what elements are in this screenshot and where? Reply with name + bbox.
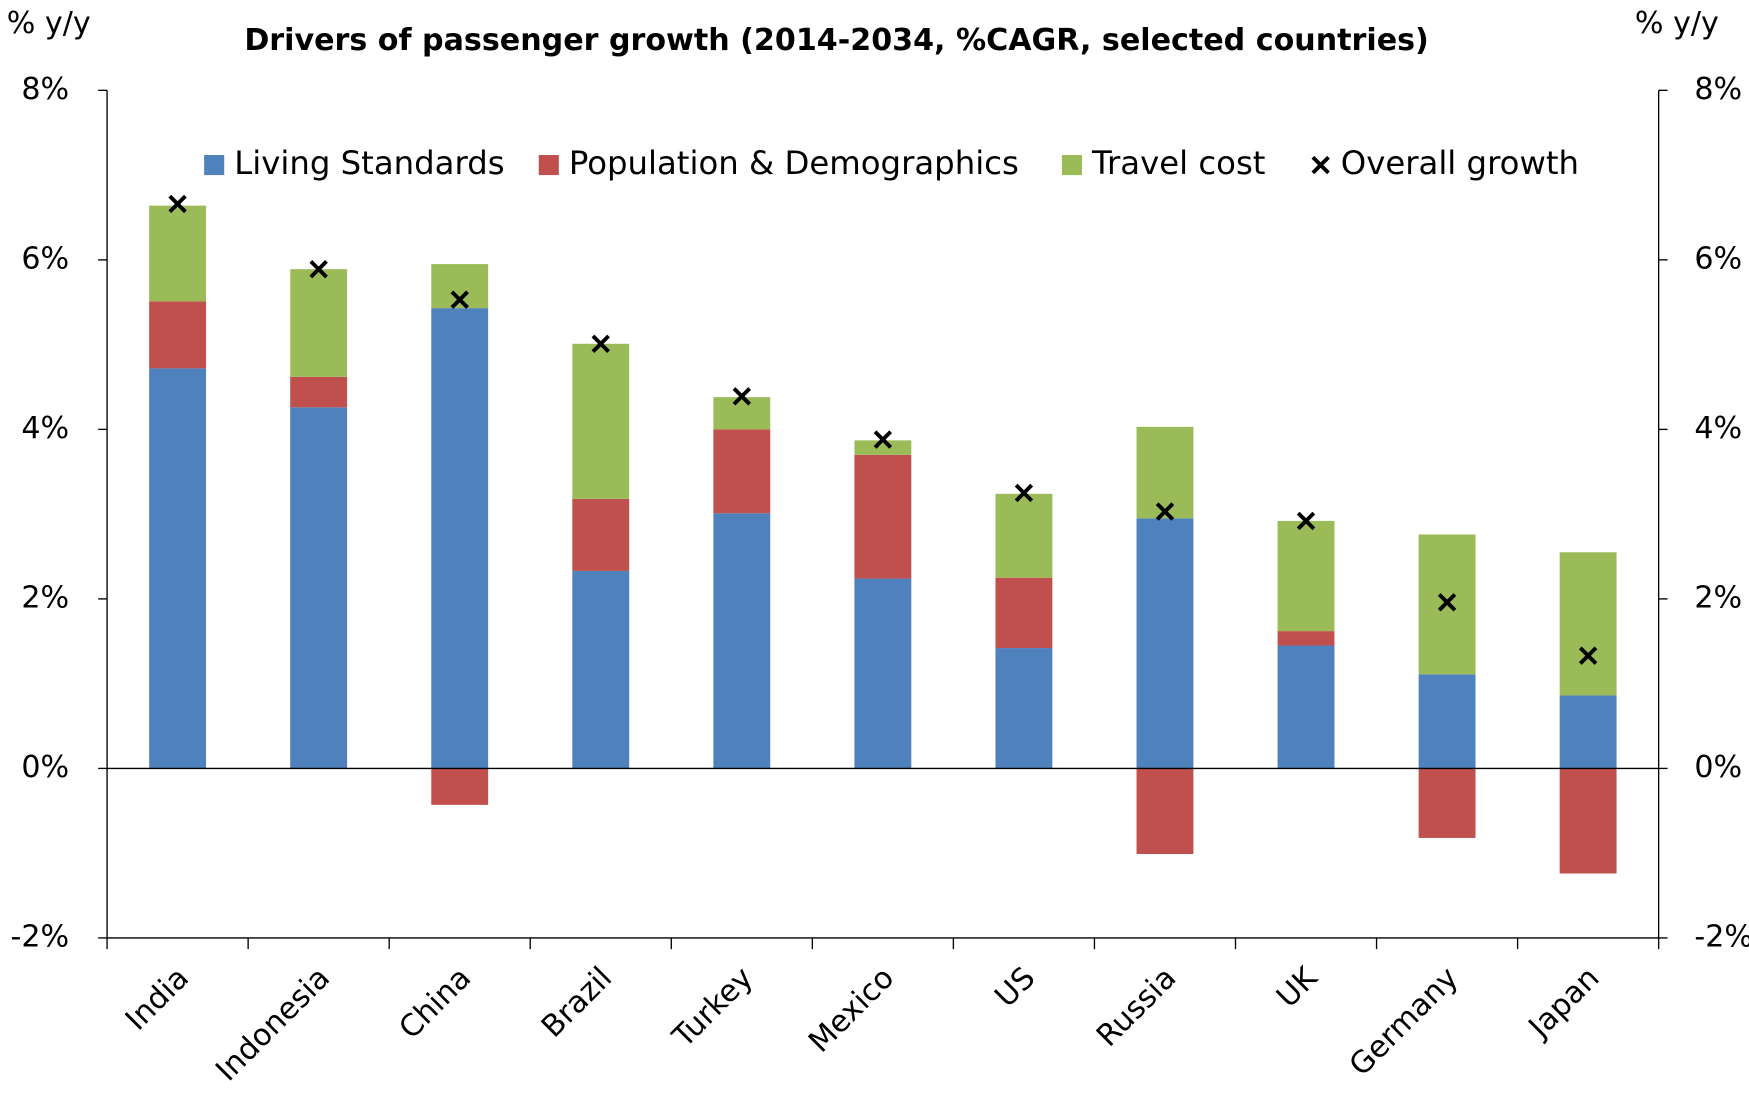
bar-segment [1136,768,1194,855]
bar-segment [1559,552,1617,696]
bar-segment [431,308,489,769]
overall-marker [1014,483,1034,503]
bar-segment [1277,645,1335,769]
y-tick-label: 8% [21,72,69,107]
x-tick-label: Japan [1521,961,1607,1047]
bar-segment [995,648,1053,769]
overall-marker [309,259,328,279]
x-tick-label: China [392,961,478,1047]
legend-label: Living Standards [234,144,504,182]
legend-label: Population & Demographics [569,144,1019,182]
bar-segment [572,343,630,499]
bar-segment [572,570,630,769]
y2-axis-title: % y/y [1635,6,1719,41]
y-axis-title: % y/y [7,6,91,41]
overall-marker [1437,593,1457,612]
y-tick-label: 6% [21,241,69,276]
bar-segment [713,429,771,514]
legend-swatch [204,155,225,176]
bar-segment [431,768,489,805]
y-tick-label: 4% [21,411,69,446]
x-tick-label: India [119,961,196,1038]
bar-segment [995,577,1053,649]
x-tick-label: Turkey [665,961,760,1056]
x-tick-label: US [988,961,1042,1015]
y2-tick-label: 8% [1694,72,1742,107]
bar-segment [854,454,912,579]
legend-swatch [1061,155,1082,176]
y2-tick-label: 6% [1694,241,1742,276]
legend-marker [1311,155,1330,175]
overall-marker [732,387,752,406]
bar-segment [995,493,1053,578]
x-tick-label: Germany [1343,961,1466,1084]
chart-title: Drivers of passenger growth (2014-2034, … [244,23,1428,58]
bar-segment [1418,674,1476,769]
bar-segment [854,440,912,455]
bar-segment [149,205,207,302]
bar-segment [1277,631,1335,646]
bar-segment [290,269,348,377]
bar-segment [149,368,207,769]
y-tick-label: -2% [11,919,70,954]
bar-segment [290,376,348,408]
bar-segment [290,407,348,769]
bar-segment [1136,426,1194,519]
overall-marker [168,194,187,214]
overall-marker [873,430,893,449]
bar-segment [1559,768,1617,874]
bar-segment [572,498,630,571]
legend-label: Travel cost [1091,144,1265,182]
y2-tick-label: 4% [1694,411,1742,446]
y2-tick-label: 0% [1694,750,1742,785]
x-tick-label: UK [1270,960,1325,1015]
y2-tick-label: 2% [1694,580,1742,615]
bar-segment [854,578,912,769]
x-tick-label: Indonesia [209,961,337,1089]
legend-label: Overall growth [1341,144,1579,182]
bar-segment [713,397,771,430]
overall-marker [1296,511,1316,531]
y-tick-label: 2% [21,580,69,615]
y-tick-label: 0% [21,750,69,785]
bar-segment [1418,768,1476,838]
y2-tick-label: -2% [1694,919,1749,954]
overall-marker [450,290,469,309]
bar-segment [1136,518,1194,769]
bar-segment [1559,695,1617,769]
x-tick-label: Mexico [802,961,901,1060]
x-tick-label: Russia [1090,961,1183,1054]
bar-segment [713,513,771,769]
overall-marker [591,334,610,353]
overall-marker [1155,502,1175,521]
bar-segment [1277,520,1335,632]
bar-segment [149,301,207,369]
legend-swatch [538,155,559,176]
overall-marker [1578,646,1598,665]
x-tick-label: Brazil [535,961,619,1045]
